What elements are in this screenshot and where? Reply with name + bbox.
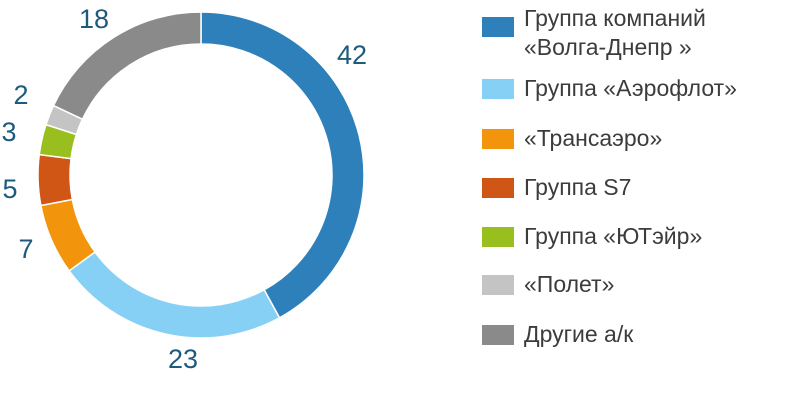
value-label-3: 7 bbox=[18, 234, 33, 264]
legend-item-6: «Полет» bbox=[482, 270, 782, 320]
legend-item-7: Другие а/к bbox=[482, 320, 782, 370]
value-label-2: 23 bbox=[168, 344, 198, 374]
value-label-1: 42 bbox=[337, 40, 367, 70]
donut-slice-2 bbox=[68, 250, 281, 339]
legend-swatch bbox=[482, 325, 514, 345]
value-label-6: 2 bbox=[13, 80, 28, 110]
legend-swatch bbox=[482, 79, 514, 99]
legend-label: «Полет» bbox=[524, 271, 615, 297]
legend-label: Другие а/к bbox=[524, 321, 634, 347]
legend-item-4: Группа S7 bbox=[482, 173, 782, 222]
legend-swatch bbox=[482, 227, 514, 247]
donut-slices bbox=[37, 11, 365, 339]
legend-label: Группа «Аэрофлот» bbox=[524, 75, 737, 101]
legend-label: Группа компаний «Волга-Днепр » bbox=[524, 5, 706, 60]
legend-label: Группа S7 bbox=[524, 174, 632, 200]
donut-slice-4 bbox=[37, 153, 74, 207]
legend-swatch bbox=[482, 275, 514, 295]
legend-item-3: «Трансаэро» bbox=[482, 124, 782, 173]
donut-chart: 42 23 75 3 2 18 bbox=[1, 4, 367, 374]
value-labels: 42 23 75 3 2 18 bbox=[1, 4, 367, 374]
legend-swatch bbox=[482, 178, 514, 198]
legend: Группа компаний «Волга-Днепр » Группа «Аэ… bbox=[482, 4, 782, 370]
legend-label: Группа «ЮТэйр» bbox=[524, 223, 703, 249]
value-label-7: 18 bbox=[79, 4, 109, 34]
value-label-5: 3 bbox=[1, 117, 16, 147]
legend-swatch bbox=[482, 17, 514, 37]
legend-swatch bbox=[482, 129, 514, 149]
legend-item-1: Группа компаний «Волга-Днепр » bbox=[482, 4, 782, 74]
legend-item-2: Группа «Аэрофлот» bbox=[482, 74, 782, 124]
value-label-4: 5 bbox=[2, 174, 17, 204]
legend-label: «Трансаэро» bbox=[524, 125, 663, 151]
donut-slice-7 bbox=[52, 11, 202, 121]
legend-item-5: Группа «ЮТэйр» bbox=[482, 222, 782, 270]
